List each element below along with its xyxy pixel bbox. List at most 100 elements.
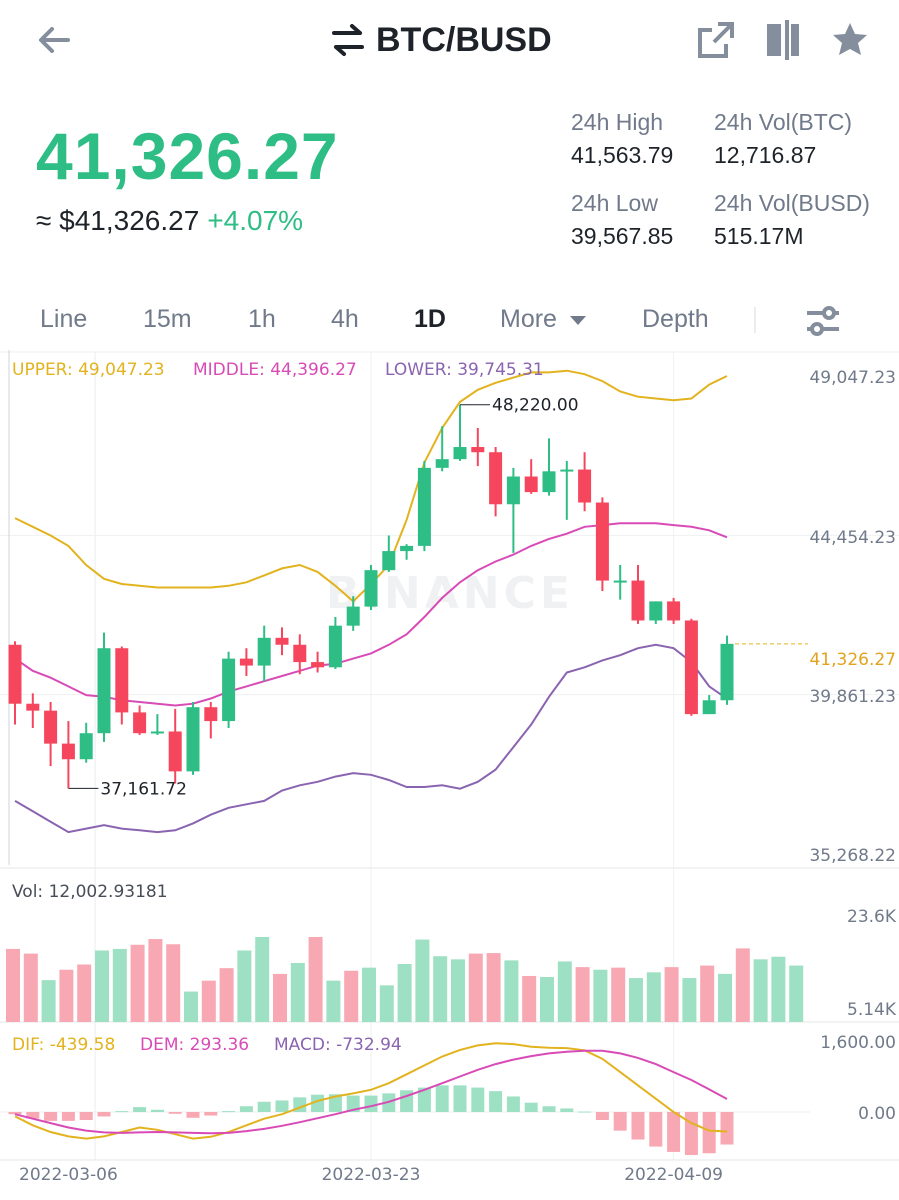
- macd-histogram-bar: [417, 1087, 431, 1112]
- volume-bar: [95, 950, 109, 1022]
- macd-histogram-bar: [471, 1087, 485, 1112]
- macd-histogram-bar: [168, 1112, 182, 1114]
- dif-line: [14, 1042, 728, 1140]
- candle-body: [649, 601, 663, 621]
- legend-dem: DEM: 293.36: [140, 1035, 249, 1055]
- candle-body: [186, 707, 200, 772]
- volume-bar: [362, 967, 376, 1022]
- candle-body: [346, 606, 360, 626]
- candle-body: [489, 452, 503, 505]
- chart-grid: [0, 350, 899, 1161]
- candle-body: [311, 662, 325, 668]
- volume-bar: [789, 965, 804, 1022]
- volume-bar: [486, 953, 501, 1022]
- candle-body: [400, 545, 414, 552]
- stat-value-24h-low: 39,567.85: [571, 223, 674, 249]
- candle-body: [542, 471, 556, 493]
- macd-histogram-bar: [364, 1095, 378, 1112]
- x-tick-label: 2022-03-06: [19, 1165, 118, 1185]
- candle-body: [257, 637, 271, 666]
- volume-bar: [682, 978, 697, 1022]
- high-marker-label: 48,220.00: [492, 396, 579, 416]
- macd-histogram-bar: [186, 1112, 200, 1118]
- kline-chart[interactable]: BINANCE 48,220.00 37,161.72 UPPER: 49,047…: [0, 350, 899, 1200]
- candle-body: [97, 648, 111, 734]
- candle-body: [613, 580, 627, 583]
- volume-bar: [273, 973, 287, 1022]
- macd-histogram-bar: [489, 1091, 503, 1112]
- stat-value-24h-vol-busd: 515.17M: [714, 223, 804, 249]
- back-arrow-icon[interactable]: [34, 20, 74, 60]
- volume-bar: [522, 975, 537, 1022]
- macd-histogram-bar: [328, 1094, 342, 1112]
- macd-histogram-bar: [453, 1085, 467, 1112]
- volume-bar: [611, 967, 626, 1022]
- volume-bar: [237, 950, 252, 1022]
- volume-bar: [540, 977, 554, 1022]
- macd-histogram-bar: [720, 1112, 734, 1145]
- candle-body: [115, 648, 129, 713]
- macd-histogram-bar: [311, 1094, 325, 1112]
- chart-labels: UPPER: 49,047.23 MIDDLE: 44,396.27 LOWER…: [12, 360, 897, 1185]
- candle-body: [275, 637, 289, 645]
- chart-settings-sliders-icon[interactable]: [803, 301, 843, 341]
- volume-bar: [451, 959, 465, 1022]
- volume-bar: [557, 961, 572, 1022]
- top-bar: BTC/BUSD: [0, 0, 899, 84]
- favorite-star-icon[interactable]: [830, 20, 870, 60]
- macd-histogram-bar: [79, 1112, 93, 1120]
- volume-bar: [148, 939, 163, 1022]
- caret-down-icon: [569, 316, 586, 326]
- stat-label-24h-vol-btc: 24h Vol(BTC): [714, 109, 853, 135]
- binance-watermark: BINANCE: [326, 568, 574, 619]
- tab-4h[interactable]: 4h: [331, 305, 359, 333]
- candle-body: [328, 625, 342, 668]
- macd-histogram-bar: [239, 1106, 253, 1112]
- tab-15m[interactable]: 15m: [143, 305, 192, 333]
- share-icon[interactable]: [696, 20, 736, 60]
- pair-selector[interactable]: BTC/BUSD: [330, 18, 552, 62]
- macd-histogram-bar: [346, 1095, 360, 1112]
- macd-histogram-bar: [61, 1112, 75, 1121]
- volume-bar: [308, 936, 323, 1022]
- candle-body: [222, 658, 236, 722]
- change-percent: +4.07%: [207, 205, 304, 236]
- volume-bar: [415, 939, 430, 1022]
- approx-usd-price: ≈ $41,326.27: [36, 205, 200, 236]
- tab-1h[interactable]: 1h: [248, 305, 276, 333]
- legend-upper: UPPER: 49,047.23: [12, 360, 165, 380]
- volume-bar: [397, 964, 412, 1022]
- volume-bar: [201, 980, 216, 1022]
- candle-body: [133, 712, 147, 734]
- tab-depth[interactable]: Depth: [642, 305, 709, 333]
- tab-more[interactable]: More: [500, 305, 588, 334]
- tab-more-label: More: [500, 305, 557, 333]
- macd-histogram-bar: [524, 1102, 538, 1112]
- volume-bar: [255, 936, 270, 1022]
- tab-1d[interactable]: 1D: [414, 305, 446, 333]
- volume-bar: [753, 959, 768, 1022]
- dem-line: [14, 1049, 728, 1135]
- macd-histogram-bar: [97, 1112, 111, 1117]
- macd-histogram-bar: [44, 1112, 58, 1121]
- volume-bar: [468, 953, 483, 1022]
- macd-histogram-bar: [613, 1112, 627, 1131]
- candle-body: [595, 502, 609, 581]
- macd-histogram-bar: [435, 1085, 449, 1112]
- legend-dif: DIF: -439.58: [12, 1035, 115, 1055]
- price-info: ≈ $41,326.27 +4.07%: [36, 205, 303, 237]
- candle-body: [417, 467, 431, 546]
- macd-histogram-bar: [150, 1109, 164, 1112]
- candle-body: [453, 447, 467, 460]
- candle-body: [506, 476, 520, 505]
- macd-histogram-bar: [133, 1107, 147, 1112]
- compare-layout-icon[interactable]: [763, 18, 803, 60]
- candle-body: [61, 743, 75, 760]
- tab-line[interactable]: Line: [40, 305, 88, 333]
- candle-body: [8, 644, 22, 704]
- macd-histogram-bar: [595, 1112, 609, 1120]
- volume-bar: [646, 972, 661, 1022]
- low-marker-label: 37,161.72: [100, 779, 187, 799]
- candle-body: [44, 710, 58, 744]
- macd-histogram-bar: [115, 1111, 129, 1113]
